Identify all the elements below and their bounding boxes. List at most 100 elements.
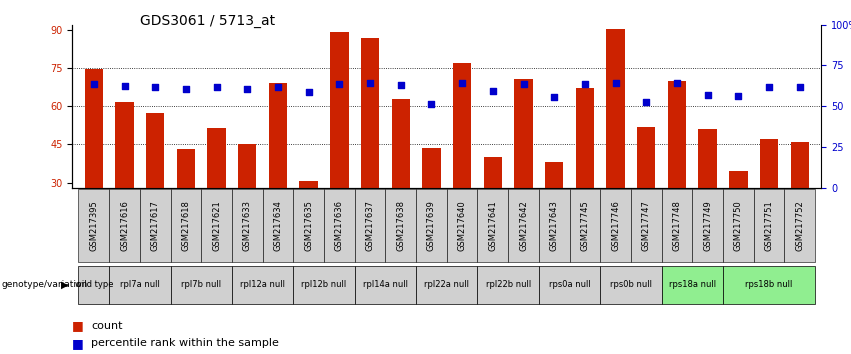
FancyBboxPatch shape <box>170 266 232 304</box>
FancyBboxPatch shape <box>78 266 109 304</box>
FancyBboxPatch shape <box>294 189 324 262</box>
FancyBboxPatch shape <box>294 266 355 304</box>
FancyBboxPatch shape <box>600 189 631 262</box>
Text: GSM217752: GSM217752 <box>795 200 804 251</box>
Point <box>547 95 561 100</box>
FancyBboxPatch shape <box>631 189 661 262</box>
Bar <box>514 80 533 188</box>
Point <box>732 93 745 98</box>
Text: GSM217639: GSM217639 <box>427 200 436 251</box>
Point <box>148 84 162 90</box>
Bar <box>699 129 717 188</box>
FancyBboxPatch shape <box>477 189 508 262</box>
Point <box>578 81 591 87</box>
Bar <box>575 88 594 188</box>
Bar <box>361 38 380 188</box>
Text: rpl7b null: rpl7b null <box>181 280 221 290</box>
Text: count: count <box>91 321 123 331</box>
FancyBboxPatch shape <box>754 189 785 262</box>
Text: rps0a null: rps0a null <box>549 280 591 290</box>
Text: rpl14a null: rpl14a null <box>363 280 408 290</box>
Text: GSM217637: GSM217637 <box>366 200 374 251</box>
Text: GSM217747: GSM217747 <box>642 200 651 251</box>
Point <box>701 92 715 98</box>
Bar <box>208 128 226 188</box>
Bar <box>269 83 287 188</box>
Point <box>210 85 224 90</box>
FancyBboxPatch shape <box>785 189 815 262</box>
Bar <box>422 148 441 188</box>
Point <box>302 90 316 95</box>
FancyBboxPatch shape <box>539 266 600 304</box>
Bar <box>760 139 779 188</box>
Point <box>608 80 622 85</box>
Text: ▶: ▶ <box>60 280 68 290</box>
FancyBboxPatch shape <box>232 266 294 304</box>
Text: GSM217635: GSM217635 <box>304 200 313 251</box>
Bar <box>330 33 349 188</box>
Text: GSM217633: GSM217633 <box>243 200 252 251</box>
Text: rpl22a null: rpl22a null <box>425 280 469 290</box>
Text: GSM217634: GSM217634 <box>273 200 283 251</box>
Text: GSM217636: GSM217636 <box>334 200 344 251</box>
Bar <box>146 113 164 188</box>
FancyBboxPatch shape <box>661 266 723 304</box>
FancyBboxPatch shape <box>661 189 693 262</box>
FancyBboxPatch shape <box>263 189 294 262</box>
Point <box>639 99 653 105</box>
Point <box>425 101 438 107</box>
Bar <box>300 181 318 188</box>
Bar <box>238 144 256 188</box>
Bar <box>729 171 747 188</box>
Text: GSM217638: GSM217638 <box>397 200 405 251</box>
Text: rps0b null: rps0b null <box>610 280 652 290</box>
FancyBboxPatch shape <box>386 189 416 262</box>
Text: GDS3061 / 5713_at: GDS3061 / 5713_at <box>140 14 276 28</box>
FancyBboxPatch shape <box>447 189 477 262</box>
FancyBboxPatch shape <box>508 189 539 262</box>
FancyBboxPatch shape <box>109 266 170 304</box>
Text: GSM217746: GSM217746 <box>611 200 620 251</box>
Point <box>117 83 131 88</box>
Text: wild type: wild type <box>75 280 113 290</box>
FancyBboxPatch shape <box>78 189 109 262</box>
Text: GSM217640: GSM217640 <box>458 200 466 251</box>
Text: GSM217395: GSM217395 <box>89 200 99 251</box>
Bar <box>115 102 134 188</box>
Point <box>241 86 254 92</box>
Text: GSM217616: GSM217616 <box>120 200 129 251</box>
Text: GSM217751: GSM217751 <box>764 200 774 251</box>
FancyBboxPatch shape <box>140 189 170 262</box>
Point <box>670 80 683 85</box>
Text: rps18b null: rps18b null <box>745 280 793 290</box>
FancyBboxPatch shape <box>477 266 539 304</box>
Text: GSM217642: GSM217642 <box>519 200 528 251</box>
Bar <box>84 69 103 188</box>
Bar <box>791 142 809 188</box>
FancyBboxPatch shape <box>324 189 355 262</box>
Point <box>394 82 408 88</box>
Point <box>179 86 192 92</box>
Text: GSM217745: GSM217745 <box>580 200 590 251</box>
Text: rpl12b null: rpl12b null <box>301 280 346 290</box>
Text: rps18a null: rps18a null <box>669 280 716 290</box>
FancyBboxPatch shape <box>170 189 201 262</box>
FancyBboxPatch shape <box>723 266 815 304</box>
Text: genotype/variation: genotype/variation <box>2 280 88 290</box>
Text: ■: ■ <box>72 319 84 332</box>
Text: GSM217641: GSM217641 <box>488 200 497 251</box>
Text: GSM217617: GSM217617 <box>151 200 160 251</box>
Bar <box>483 157 502 188</box>
Point <box>271 85 285 90</box>
Bar <box>391 98 410 188</box>
FancyBboxPatch shape <box>232 189 263 262</box>
Text: rpl22b null: rpl22b null <box>486 280 531 290</box>
Bar <box>545 162 563 188</box>
Point <box>87 81 100 87</box>
Text: ■: ■ <box>72 337 84 350</box>
FancyBboxPatch shape <box>109 189 140 262</box>
Text: GSM217749: GSM217749 <box>703 200 712 251</box>
FancyBboxPatch shape <box>201 189 232 262</box>
Point <box>363 81 377 86</box>
Bar <box>668 81 686 188</box>
